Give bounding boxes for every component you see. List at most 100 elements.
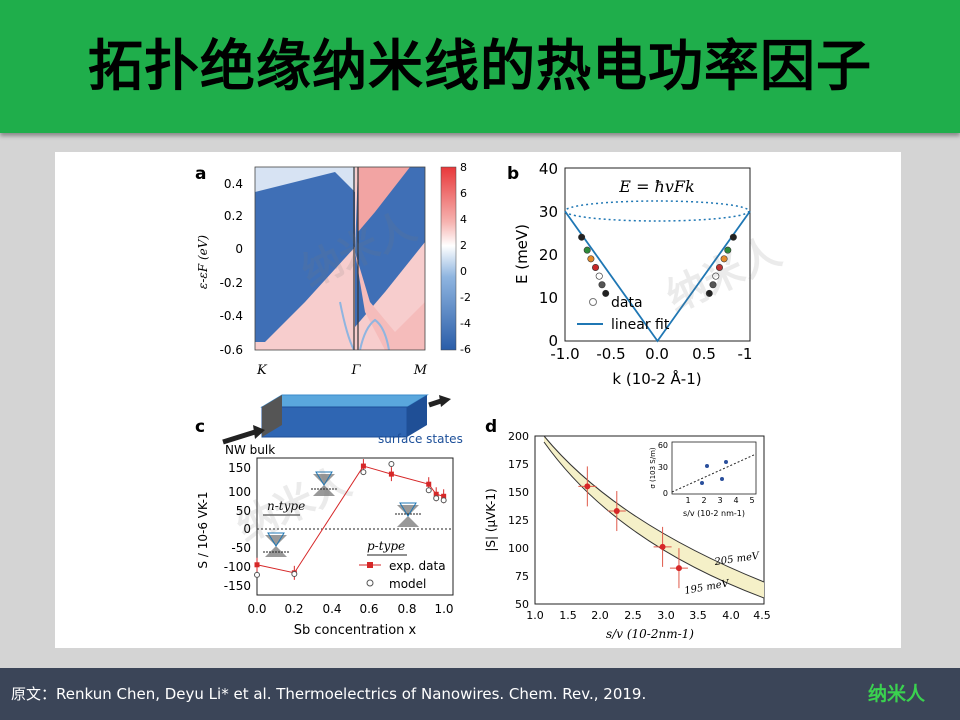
tick-label: 0.4: [322, 602, 341, 616]
inset-point: [724, 460, 728, 464]
legend-data-label: data: [611, 295, 643, 311]
dirac-cone-icon: [263, 532, 289, 557]
panel-c-xlabel: Sb concentration x: [294, 623, 417, 638]
panel-a: a 0.4 0.2 0 -0.2 -0.4 -0.6: [195, 161, 471, 378]
panel-b-xticks: -1.0 -0.5 0.0 0.5 -1: [550, 345, 752, 363]
footer-bar: 原文：Renkun Chen, Deyu Li* et al. Thermoel…: [0, 668, 960, 720]
n-type-label: n-type: [267, 499, 305, 513]
tick-label: 0: [243, 522, 251, 536]
tick-label: 1.0: [434, 602, 453, 616]
legend-data-marker: [589, 298, 597, 306]
data-point: [724, 246, 732, 254]
tick-label: 50: [515, 598, 529, 611]
exp-data-point: [254, 562, 260, 568]
tick-label: 0.0: [645, 345, 669, 363]
tick-label: -0.6: [220, 343, 243, 357]
tick-label: 200: [508, 430, 529, 443]
tick-label: 0.2: [284, 602, 303, 616]
data-point: [705, 289, 713, 297]
data-point: [584, 483, 591, 490]
tick-label: 2.0: [591, 609, 609, 622]
colorbar-ticks: 8 6 4 2 0 -2 -4 -6: [460, 161, 471, 356]
colorbar: [440, 166, 457, 351]
model-point: [291, 571, 298, 578]
tick-label: -0.2: [220, 276, 243, 290]
panel-b-label: b: [507, 164, 519, 184]
panel-d-xlabel: s/v (10-2nm-1): [606, 627, 694, 641]
tick-label: 0: [235, 242, 243, 256]
data-point: [578, 233, 586, 241]
exp-data-point: [426, 481, 432, 487]
panel-a-yticks: 0.4 0.2 0 -0.2 -0.4 -0.6: [220, 177, 243, 357]
exp-data-point: [441, 493, 447, 499]
model-point: [440, 497, 447, 504]
tick-label: 75: [515, 570, 529, 583]
tick-label: 0.8: [397, 602, 416, 616]
tick-label: -2: [460, 291, 471, 304]
tick-label: 1: [685, 496, 690, 505]
tick-label: 4: [733, 496, 738, 505]
tick-label: 8: [460, 161, 467, 174]
data-point: [715, 263, 723, 271]
tick-label: 2.5: [624, 609, 642, 622]
data-point: [602, 289, 610, 297]
curve-205: [543, 435, 765, 583]
panel-b-ylabel: E (meV): [513, 224, 531, 284]
surface-states-label: surface states: [378, 432, 463, 446]
legend-model-label: model: [389, 577, 426, 591]
tick-label: 50: [236, 504, 251, 518]
data-point: [720, 255, 728, 263]
tick-label: -150: [224, 579, 251, 593]
data-point: [595, 272, 603, 280]
tick-label: 0: [548, 332, 558, 350]
dirac-cone-icon: [395, 502, 421, 527]
inset-point: [705, 464, 709, 468]
tick-label: 0.2: [224, 209, 243, 223]
linear-fit-line: [564, 210, 751, 343]
model-point: [388, 461, 395, 468]
data-point: [613, 508, 620, 515]
p-type-label: p-type: [367, 539, 405, 553]
tick-label: 0.6: [359, 602, 378, 616]
data-point: [659, 543, 666, 550]
tick-label: K: [256, 363, 268, 378]
data-point: [712, 272, 720, 280]
tick-label: 40: [539, 160, 558, 178]
tick-label: M: [413, 363, 428, 378]
panel-d-ylabel: |S| (μVK-1): [484, 488, 498, 551]
tick-label: -100: [224, 560, 251, 574]
tick-label: -1: [738, 345, 753, 363]
inset-point: [700, 481, 704, 485]
panel-b-plot: [564, 210, 751, 343]
tick-label: 3.0: [657, 609, 675, 622]
panel-c-ylabel: S / 10-6 VK-1: [196, 491, 210, 568]
dirac-cone-icon: [311, 471, 337, 496]
tick-label: 4: [460, 213, 467, 226]
legend-fit-label: linear fit: [611, 317, 670, 333]
model-point: [433, 495, 440, 502]
panel-c-label: c: [195, 417, 205, 437]
inset-point: [720, 477, 724, 481]
slide-title: 拓扑绝缘纳米线的热电功率因子: [87, 34, 872, 98]
legend-model-marker: [366, 579, 374, 587]
curve-195: [543, 441, 765, 599]
curve-195-label: 195 meV: [684, 578, 732, 597]
panel-d-axes: [534, 435, 765, 605]
nanowire-schematic: NW bulk surface states: [222, 394, 463, 457]
title-bar: 拓扑绝缘纳米线的热电功率因子: [0, 0, 960, 133]
citation-text: 原文：Renkun Chen, Deyu Li* et al. Thermoel…: [11, 685, 647, 703]
exp-data-point: [360, 463, 366, 469]
tick-label: Γ: [350, 363, 361, 378]
panel-c-plot: [254, 459, 447, 580]
band-structure-heatmap: [255, 167, 425, 350]
panel-c-axes: [256, 457, 454, 596]
tick-label: 125: [508, 514, 529, 527]
panel-d-label: d: [485, 417, 497, 437]
data-point: [583, 246, 591, 254]
figure-image: a 0.4 0.2 0 -0.2 -0.4 -0.6: [195, 160, 788, 641]
tick-label: -0.4: [220, 309, 243, 323]
panel-d-xticks: 1.0 1.5 2.0 2.5 3.0 3.5 4.0 4.5: [526, 609, 771, 622]
model-point: [360, 469, 367, 476]
tick-label: 5: [749, 496, 754, 505]
legend-exp-label: exp. data: [389, 559, 446, 573]
